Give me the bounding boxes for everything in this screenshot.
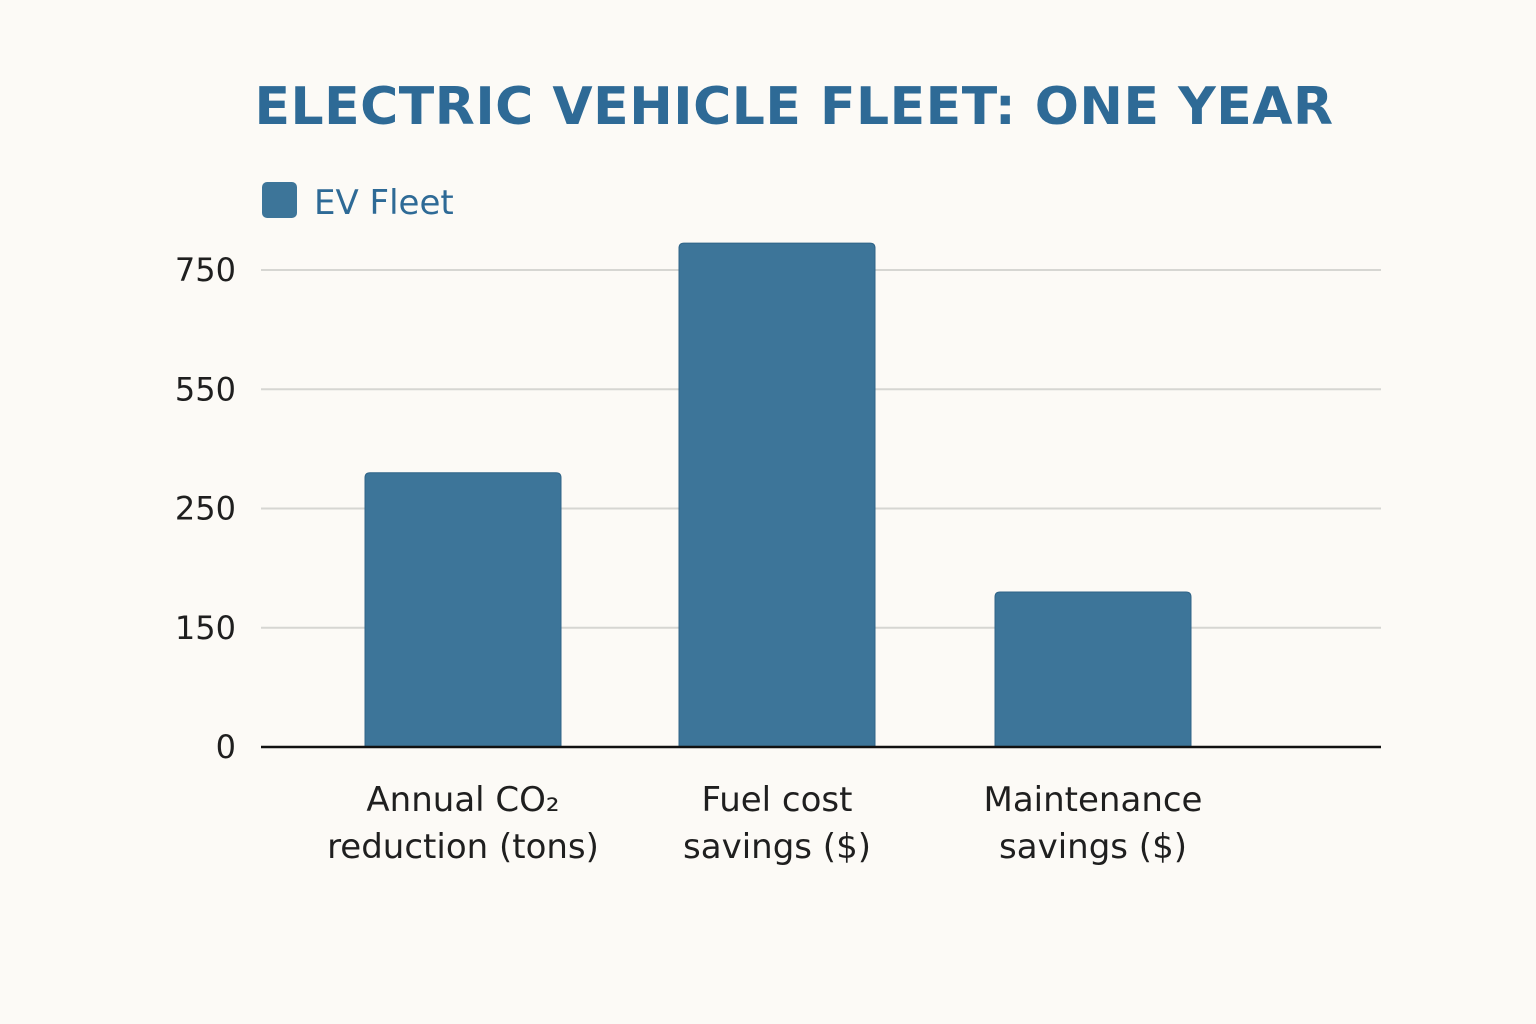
y-axis: 0 150 250 550 750 — [175, 251, 236, 766]
x-tick-label: savings ($) — [999, 827, 1187, 867]
bar — [364, 472, 562, 748]
x-axis: Annual CO₂ reduction (tons) Fuel cost savin… — [327, 780, 1202, 867]
x-tick-label: reduction (tons) — [327, 827, 599, 867]
y-tick-label: 150 — [175, 609, 236, 647]
y-tick-label: 0 — [216, 728, 236, 766]
x-tick-label: Fuel cost — [702, 780, 853, 820]
x-tick-label: Maintenance — [984, 780, 1203, 820]
y-tick-label: 750 — [175, 251, 236, 289]
legend-swatch — [262, 182, 297, 218]
y-tick-label: 550 — [175, 370, 236, 408]
x-tick-label: savings ($) — [683, 827, 871, 867]
legend-label: EV Fleet — [314, 183, 454, 223]
bar — [994, 591, 1192, 748]
legend: EV Fleet — [262, 182, 454, 223]
y-tick-label: 250 — [175, 490, 236, 528]
bars — [364, 242, 1192, 748]
x-tick-label: Annual CO₂ — [366, 780, 559, 820]
bar — [678, 242, 876, 748]
chart-title: ELECTRIC VEHICLE FLEET: ONE YEAR — [254, 77, 1333, 137]
